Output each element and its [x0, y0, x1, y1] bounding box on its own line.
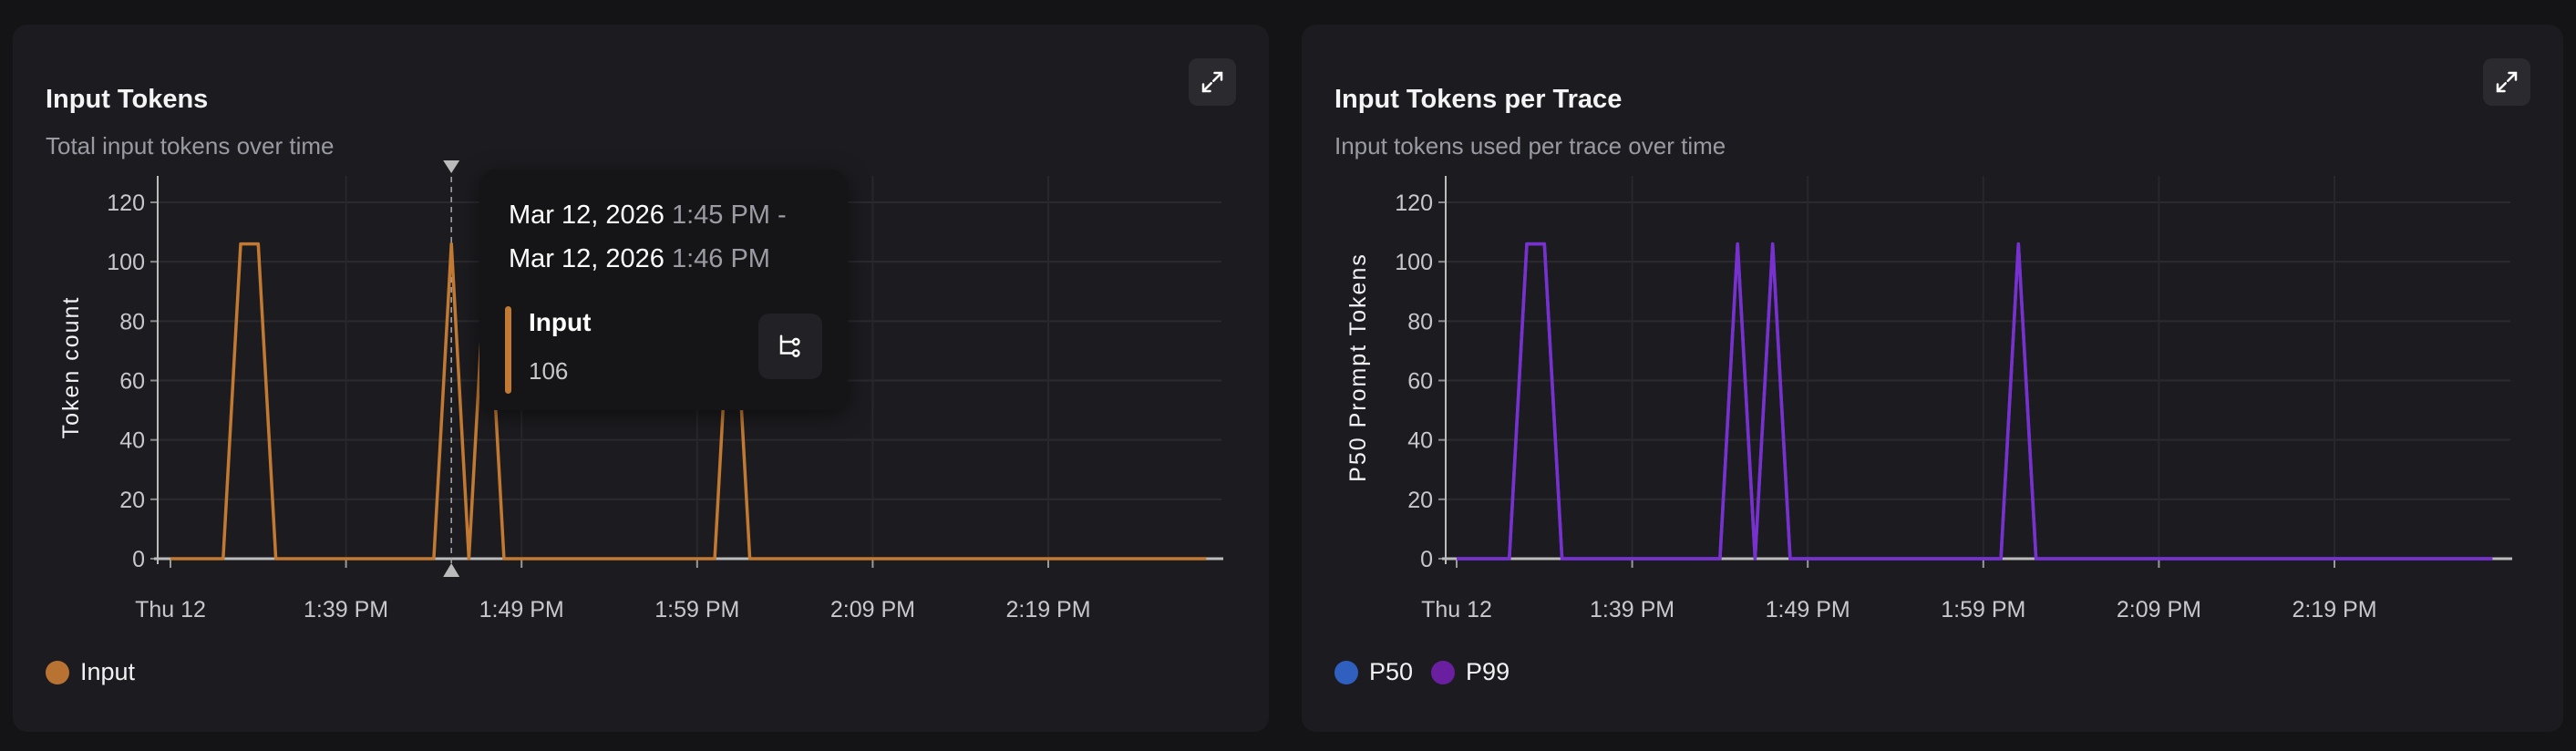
- tooltip-series-value: 106: [529, 357, 569, 385]
- y-tick-label: 20: [119, 488, 145, 513]
- crosshair-bottom-marker: [443, 563, 460, 577]
- card-title: Input Tokens per Trace: [1334, 85, 1623, 114]
- tooltip-series-name: Input: [529, 308, 592, 336]
- series-line-p50: [1457, 242, 2493, 561]
- chart-tooltip: Mar 12, 2026 1:45 PM - Mar 12, 2026 1:46…: [479, 170, 848, 410]
- x-tick-label: 1:39 PM: [1590, 597, 1674, 622]
- y-tick-label: 100: [1395, 250, 1433, 275]
- y-tick-label: 40: [119, 428, 145, 454]
- y-axis-title: P50 Prompt Tokens: [1345, 252, 1371, 482]
- tooltip-time: 1:46 PM: [671, 244, 770, 273]
- legend-item-p50[interactable]: P50: [1334, 658, 1413, 686]
- chart-1: 0 20 40 60 80 100 120 Thu 12 1:39 PM 1:49 PM 1:59 …: [1345, 176, 2512, 622]
- x-tick-label: 2:09 PM: [2117, 597, 2201, 622]
- legend-label: P99: [1466, 658, 1510, 685]
- legend-dot: [46, 660, 69, 684]
- legend-item-p99[interactable]: P99: [1431, 658, 1510, 686]
- y-tick-label: 120: [1395, 190, 1433, 216]
- card-subtitle: Total input tokens over time: [46, 132, 335, 159]
- legend-item-input[interactable]: Input: [46, 658, 135, 686]
- x-tick-label: 1:59 PM: [1941, 597, 2025, 622]
- crosshair-top-marker: [443, 160, 460, 173]
- tooltip-series-color: [505, 306, 511, 394]
- legend-label: P50: [1369, 658, 1414, 685]
- chart-0: 0 20 40 60 80 100 120 Thu 12 1:39 PM 1:49 PM 1:59 …: [58, 160, 1223, 622]
- card-subtitle: Input tokens used per trace over time: [1334, 132, 1726, 159]
- tooltip-date: Mar 12, 2026: [509, 244, 665, 273]
- x-tick-label: 1:39 PM: [304, 597, 388, 622]
- legend-dot: [1334, 660, 1358, 684]
- expand-icon: [2496, 71, 2518, 93]
- series-line-p99: [1457, 242, 2493, 561]
- x-tick-label: 2:09 PM: [830, 597, 915, 622]
- input-tokens-per-trace-card: Input Tokens per Trace Input tokens used…: [1302, 25, 2563, 732]
- legend-dot: [1431, 660, 1456, 684]
- y-tick-label: 20: [1407, 488, 1433, 513]
- legend: P50 P99: [1334, 658, 1517, 686]
- y-tick-label: 60: [1407, 369, 1433, 395]
- trace-flow-icon: [779, 334, 800, 357]
- legend-label: Input: [80, 658, 136, 685]
- x-tick-label: 1:49 PM: [1766, 597, 1850, 622]
- tooltip-time: 1:45 PM -: [671, 201, 787, 230]
- x-tick-label: Thu 12: [135, 597, 206, 622]
- y-tick-label: 80: [119, 309, 145, 334]
- expand-button[interactable]: [2483, 58, 2530, 106]
- tooltip-range-start: Mar 12, 2026 1:45 PM -: [509, 201, 787, 231]
- y-axis-title: Token count: [58, 296, 84, 439]
- view-traces-button[interactable]: [758, 314, 822, 379]
- y-tick-label: 0: [1420, 547, 1433, 572]
- expand-icon: [1201, 71, 1223, 93]
- x-tick-label: Thu 12: [1421, 597, 1492, 622]
- y-tick-label: 120: [107, 190, 145, 216]
- y-tick-label: 100: [107, 250, 145, 275]
- tooltip-range-end: Mar 12, 2026 1:46 PM: [509, 244, 770, 274]
- x-tick-label: 1:49 PM: [479, 597, 564, 622]
- x-tick-label: 2:19 PM: [1005, 597, 1090, 622]
- y-tick-label: 40: [1407, 428, 1433, 454]
- legend: Input: [46, 658, 142, 686]
- y-tick-label: 60: [119, 369, 145, 395]
- x-tick-label: 2:19 PM: [2292, 597, 2376, 622]
- y-tick-label: 80: [1407, 309, 1433, 334]
- expand-button[interactable]: [1189, 58, 1236, 106]
- card-title: Input Tokens: [46, 85, 209, 114]
- y-tick-label: 0: [132, 547, 145, 572]
- tooltip-date: Mar 12, 2026: [509, 201, 665, 230]
- x-tick-label: 1:59 PM: [654, 597, 739, 622]
